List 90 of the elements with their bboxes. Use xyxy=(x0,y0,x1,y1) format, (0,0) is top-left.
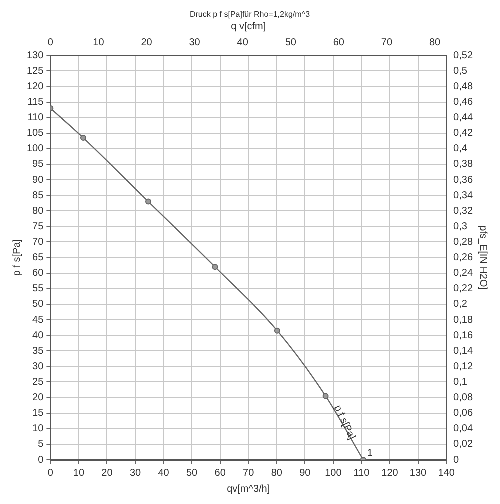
y2-tick-label: 0,12 xyxy=(454,361,474,372)
y-tick-label: 20 xyxy=(32,392,44,404)
y-tick-label: 65 xyxy=(32,252,44,264)
point xyxy=(146,198,152,205)
x2-tick-label: 60 xyxy=(333,37,345,48)
y2-tick-label: 0,26 xyxy=(454,252,474,264)
y2-tick-label: 0,36 xyxy=(454,174,474,186)
y-tick-label: 105 xyxy=(26,128,44,140)
y-tick-label: 55 xyxy=(32,284,44,295)
y2-tick-label: 0,24 xyxy=(454,268,474,280)
x2-tick-label: 40 xyxy=(237,37,249,48)
chart-title: Druck p f s[Pa]für Rho=1,2kg/m^3 xyxy=(190,10,311,20)
y2-tick-label: 0,44 xyxy=(454,112,474,124)
y-tick-label: 85 xyxy=(32,190,44,202)
y2-tick-label: 0,34 xyxy=(454,190,474,202)
y2-tick-label: 0,4 xyxy=(454,144,468,155)
x-tick-label: 120 xyxy=(382,468,399,479)
x2-tick-label: 80 xyxy=(429,37,442,48)
y2-tick-label: 0,04 xyxy=(454,424,474,435)
y2-tick-label: 0,28 xyxy=(454,236,474,248)
y-tick-label: 10 xyxy=(32,424,44,435)
y2-tick-label: 0,06 xyxy=(454,408,474,420)
point xyxy=(212,264,218,270)
y-tick-label: 80 xyxy=(32,206,44,217)
y-tick-label: 130 xyxy=(26,50,44,62)
y2-tick-label: 0,38 xyxy=(454,159,474,170)
point xyxy=(322,393,329,400)
y-tick-label: 40 xyxy=(32,330,44,342)
y2-tick-label: 0,22 xyxy=(454,284,474,295)
y2-axis-title: pfs_E[IN H2O] xyxy=(477,226,488,290)
y2-tick-label: 0,5 xyxy=(454,66,468,77)
y-tick-label: 70 xyxy=(32,236,44,248)
y2-tick-label: 0,16 xyxy=(454,330,474,342)
y-tick-label: 45 xyxy=(32,314,44,326)
x-tick-label: 0 xyxy=(48,468,54,479)
y2-tick-label: 0,08 xyxy=(454,392,474,404)
y-tick-label: 90 xyxy=(32,174,44,186)
x2-tick-label: 30 xyxy=(189,37,201,48)
y2-tick-label: 0,2 xyxy=(454,299,468,310)
y2-tick-label: 0,46 xyxy=(454,97,474,108)
x-tick-label: 140 xyxy=(438,468,456,479)
x-tick-label: 60 xyxy=(214,468,226,479)
y-axis-title: p f s[Pa] xyxy=(12,239,23,276)
point xyxy=(274,328,280,334)
x-tick-label: 40 xyxy=(158,468,170,479)
y-tick-label: 5 xyxy=(38,439,44,450)
x2-axis-title: q v[cfm] xyxy=(231,21,266,32)
x-tick-label: 30 xyxy=(130,468,142,479)
y-tick-label: 115 xyxy=(28,97,44,108)
x-tick-label: 80 xyxy=(271,468,283,479)
y-tick-label: 95 xyxy=(32,159,44,170)
x-tick-label: 10 xyxy=(73,468,85,479)
y-tick-label: 50 xyxy=(32,299,44,310)
y-tick-label: 30 xyxy=(32,361,44,372)
y-tick-label: 75 xyxy=(32,221,44,232)
y-tick-label: 35 xyxy=(32,346,44,357)
x-tick-label: 130 xyxy=(410,468,428,479)
y2-tick-label: 0,52 xyxy=(454,50,474,62)
x-tick-label: 70 xyxy=(243,468,255,479)
x-tick-label: 50 xyxy=(186,468,198,479)
annotation: 1 xyxy=(367,448,374,459)
y2-tick-label: 0,02 xyxy=(454,439,474,450)
x-axis-title: qv[m^3/h] xyxy=(227,484,270,495)
x2-tick-label: 50 xyxy=(285,37,297,48)
y2-tick-label: 0,14 xyxy=(454,346,474,357)
y-tick-label: 125 xyxy=(26,66,44,77)
y-tick-label: 60 xyxy=(32,268,44,280)
y-tick-label: 15 xyxy=(32,408,44,420)
x2-tick-label: 10 xyxy=(93,37,105,48)
x-tick-label: 90 xyxy=(300,468,312,479)
y-tick-label: 110 xyxy=(28,112,44,124)
x2-tick-label: 0 xyxy=(48,37,54,48)
x2-tick-label: 20 xyxy=(141,37,153,48)
y-tick-label: 120 xyxy=(26,81,44,92)
x-tick-label: 110 xyxy=(354,468,370,479)
y2-tick-label: 0,18 xyxy=(454,314,474,326)
y2-tick-label: 0 xyxy=(454,454,460,466)
y2-tick-label: 0,1 xyxy=(454,376,468,388)
y2-tick-label: 0,3 xyxy=(454,221,468,232)
y-tick-label: 25 xyxy=(32,376,44,388)
y-tick-label: 100 xyxy=(26,144,44,155)
y2-tick-label: 0,42 xyxy=(454,128,474,140)
x-tick-label: 100 xyxy=(325,468,342,479)
x2-tick-label: 70 xyxy=(381,37,393,48)
y2-tick-label: 0,48 xyxy=(454,81,474,92)
y2-tick-label: 0,32 xyxy=(454,206,474,217)
x-tick-label: 20 xyxy=(102,468,114,479)
annotation: p f s[Pa] xyxy=(332,404,358,442)
y-tick-label: 0 xyxy=(38,454,44,466)
point xyxy=(80,135,86,142)
